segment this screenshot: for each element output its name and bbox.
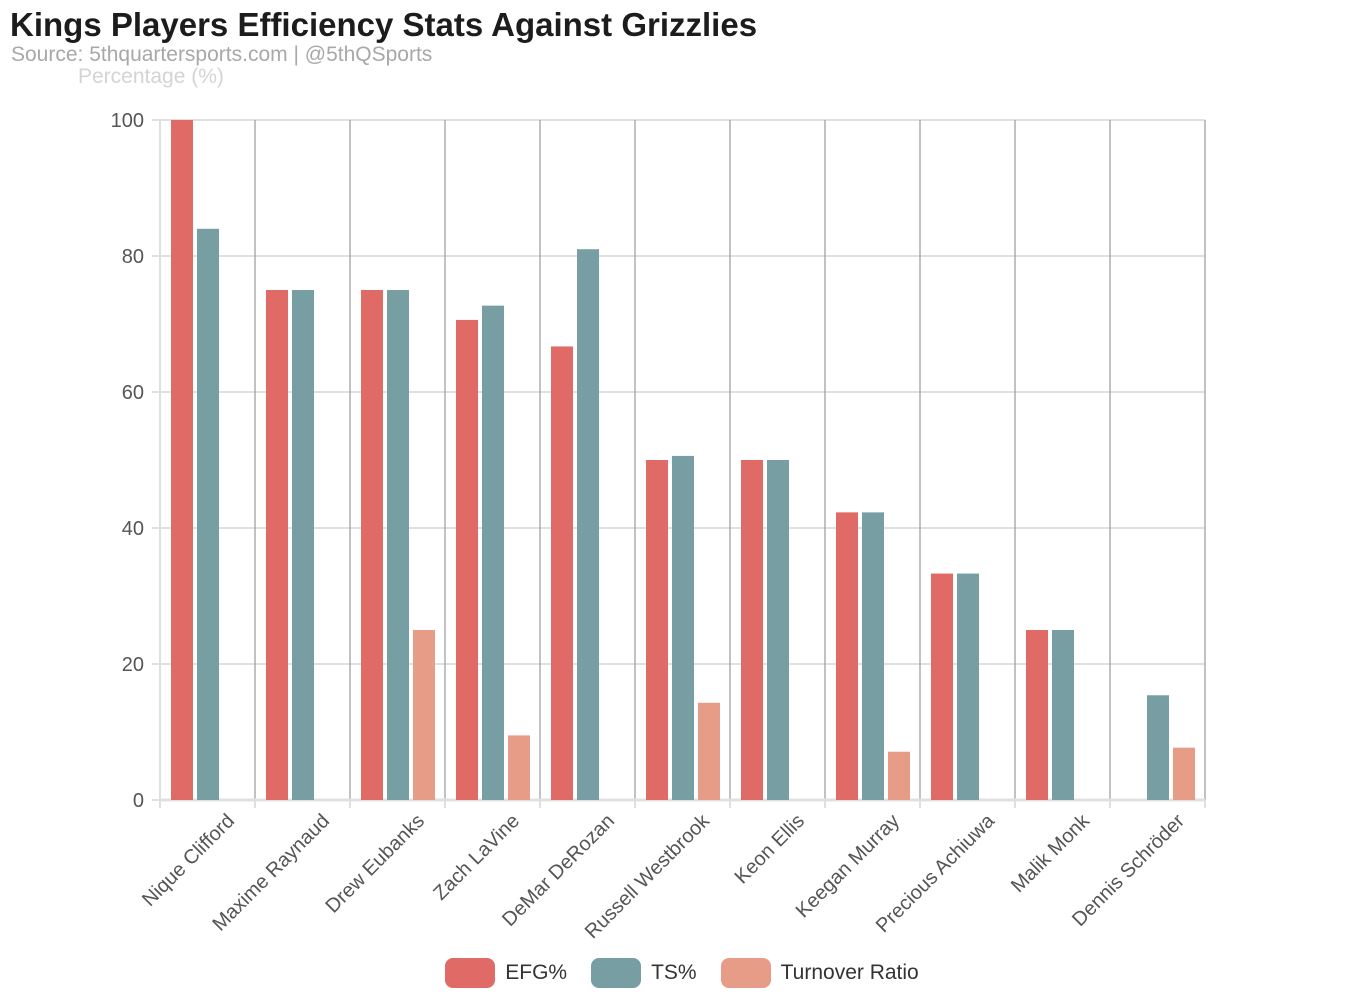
legend-label-ts: TS% <box>651 961 697 984</box>
legend: EFG% TS% Turnover Ratio <box>0 958 1364 988</box>
y-tick-label: 40 <box>122 518 144 540</box>
bar-tov-dennis-schr-der <box>1173 747 1195 800</box>
bar-tov-russell-westbrook <box>698 702 720 800</box>
y-tick-label: 20 <box>122 654 144 676</box>
bar-efg-keon-ellis <box>741 460 763 800</box>
y-tick-label: 100 <box>111 110 144 132</box>
bar-ts-keon-ellis <box>767 460 789 800</box>
x-tick-label: Zach LaVine <box>429 810 524 905</box>
y-axis-label: Percentage (%) <box>78 65 224 88</box>
bar-ts-nique-clifford <box>197 228 219 801</box>
bar-tov-keegan-murray <box>888 751 910 800</box>
y-tick-label: 60 <box>122 382 144 404</box>
legend-item-efg[interactable]: EFG% <box>445 958 567 988</box>
legend-swatch-efg <box>445 958 496 988</box>
bar-efg-demar-derozan <box>551 346 573 800</box>
bar-ts-drew-eubanks <box>387 290 409 800</box>
bar-tov-zach-lavine <box>508 735 530 800</box>
legend-item-turnover-ratio[interactable]: Turnover Ratio <box>720 958 919 988</box>
bar-efg-russell-westbrook <box>646 460 668 800</box>
chart-subtitle: Source: 5thquartersports.com | @5thQSpor… <box>11 43 433 66</box>
bar-ts-malik-monk <box>1052 630 1074 800</box>
bar-tov-drew-eubanks <box>413 630 435 800</box>
y-tick-label: 0 <box>133 790 144 812</box>
legend-swatch-ts <box>591 958 642 988</box>
bar-efg-precious-achiuwa <box>931 573 953 800</box>
x-tick-label: Malik Monk <box>1007 809 1095 897</box>
legend-label-efg: EFG% <box>505 961 568 984</box>
bar-ts-russell-westbrook <box>672 455 694 800</box>
x-tick-label: Drew Eubanks <box>322 810 430 918</box>
y-tick-label: 80 <box>122 246 144 268</box>
legend-swatch-turnover-ratio <box>720 958 771 988</box>
bar-ts-keegan-murray <box>862 512 884 800</box>
bar-efg-zach-lavine <box>456 319 478 800</box>
x-tick-label: Keon Ellis <box>731 810 809 888</box>
bar-ts-zach-lavine <box>482 305 504 800</box>
bar-ts-precious-achiuwa <box>957 573 979 800</box>
chart-title: Kings Players Efficiency Stats Against G… <box>10 6 758 43</box>
x-tick-label: Nique Clifford <box>138 810 239 911</box>
bar-ts-dennis-schr-der <box>1147 695 1169 800</box>
bar-efg-malik-monk <box>1026 630 1048 800</box>
bar-ts-demar-derozan <box>577 249 599 800</box>
legend-item-ts[interactable]: TS% <box>591 958 697 988</box>
legend-label-turnover-ratio: Turnover Ratio <box>780 961 919 984</box>
bar-efg-nique-clifford <box>171 120 193 800</box>
bar-ts-maxime-raynaud <box>292 290 314 800</box>
bar-efg-maxime-raynaud <box>266 290 288 800</box>
bar-efg-drew-eubanks <box>361 290 383 800</box>
bar-efg-keegan-murray <box>836 512 858 800</box>
